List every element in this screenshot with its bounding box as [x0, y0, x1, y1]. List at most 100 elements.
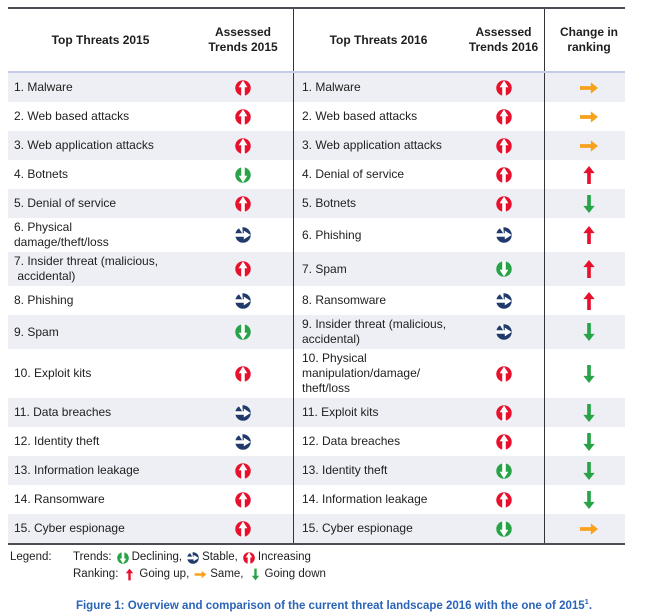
legend-trends-line: Trends: Declining, Stable, Increasing	[73, 549, 330, 566]
trend-increasing-icon	[496, 492, 512, 508]
trend-2016-cell	[463, 102, 544, 131]
ranking-down-icon	[249, 568, 262, 581]
legend-lines: Trends: Declining, Stable, Increasing Ranki…	[73, 549, 330, 583]
trend-2016-cell	[463, 398, 544, 427]
trend-declining-icon	[235, 324, 251, 340]
ranking-down-icon	[579, 432, 599, 452]
change-in-ranking-cell	[544, 102, 633, 131]
ranking-down-icon	[579, 490, 599, 510]
trend-declining-icon	[496, 521, 512, 537]
ranking-down-icon	[579, 461, 599, 481]
table-row: 2. Web based attacks 2. Web based attacks	[8, 102, 625, 131]
legend-label: Legend:	[10, 551, 52, 563]
figure-caption: Figure 1: Overview and comparison of the…	[0, 597, 668, 612]
ranking-down-icon	[579, 322, 599, 342]
threat-2015-label: 11. Data breaches	[14, 405, 112, 419]
trend-stable-icon	[235, 227, 251, 243]
trend-stable-icon	[496, 227, 512, 243]
trend-increasing-icon	[496, 167, 512, 183]
trend-increasing-icon	[496, 109, 512, 125]
trend-increasing-icon	[496, 196, 512, 212]
trend-increasing-icon	[235, 366, 251, 382]
threat-comparison-table: Top Threats 2015 Assessed Trends 2015 To…	[8, 7, 625, 545]
trend-stable-icon	[235, 405, 251, 421]
threat-2016-label: 4. Denial of service	[293, 160, 463, 189]
change-in-ranking-cell	[544, 315, 633, 349]
change-in-ranking-cell	[544, 398, 633, 427]
caption-superscript: 1	[584, 597, 589, 606]
trend-stable-icon	[235, 293, 251, 309]
trend-declining-icon	[496, 261, 512, 277]
legend-trend-item-label: Declining,	[131, 551, 183, 563]
threat-2016-label: 5. Botnets	[293, 189, 463, 218]
table-header-row: Top Threats 2015 Assessed Trends 2015 To…	[8, 9, 625, 73]
caption-text: Figure 1: Overview and comparison of the…	[75, 599, 585, 612]
ranking-down-icon	[579, 403, 599, 423]
trend-declining-icon	[117, 552, 129, 564]
threat-2015-label: 13. Information leakage	[14, 463, 140, 477]
legend-ranking-line: Ranking: Going up, Same, Going down	[73, 566, 330, 583]
threat-2015-label: 3. Web application attacks	[14, 138, 154, 152]
trend-stable-icon	[496, 293, 512, 309]
change-in-ranking-cell	[544, 286, 633, 315]
threat-2016-label: 3. Web application attacks	[293, 131, 463, 160]
change-in-ranking-cell	[544, 218, 633, 252]
table-row: 15. Cyber espionage 15. Cyber espionage	[8, 514, 625, 543]
trend-2016-cell	[463, 456, 544, 485]
change-in-ranking-cell	[544, 456, 633, 485]
change-in-ranking-cell	[544, 485, 633, 514]
trend-stable-icon	[235, 434, 251, 450]
threat-2016-label: 10. Physical manipulation/damage/ theft/…	[293, 349, 463, 398]
threat-2016-label: 14. Information leakage	[293, 485, 463, 514]
trend-2015-cell	[193, 315, 293, 349]
ranking-down-icon	[579, 194, 599, 214]
table-row: 5. Denial of service 5. Botnets	[8, 189, 625, 218]
change-in-ranking-cell	[544, 427, 633, 456]
ranking-up-icon	[579, 225, 599, 245]
legend-ranking-prefix: Ranking:	[73, 568, 119, 580]
threat-2016-label: 9. Insider threat (malicious, accidental…	[293, 315, 463, 349]
legend-ranking-item-label: Same,	[210, 568, 244, 580]
legend-ranking-item-label: Going down	[264, 568, 326, 580]
ranking-same-icon	[579, 107, 599, 127]
trend-2015-cell	[193, 514, 293, 543]
ranking-same-icon	[579, 136, 599, 156]
trend-2015-cell	[193, 218, 293, 252]
header-assessed-trends-2016: Assessed Trends 2016	[468, 25, 539, 54]
trend-increasing-icon	[496, 434, 512, 450]
change-in-ranking-cell	[544, 73, 633, 102]
change-in-ranking-cell	[544, 349, 633, 398]
trend-2015-cell	[193, 160, 293, 189]
trend-increasing-icon	[235, 109, 251, 125]
trend-2015-cell	[193, 102, 293, 131]
table-row: 7. Insider threat (malicious, accidental…	[8, 252, 625, 286]
trend-2016-cell	[463, 252, 544, 286]
table-row: 9. Spam 9. Insider threat (malicious, acc…	[8, 315, 625, 349]
legend-ranking-item-label: Going up,	[139, 568, 190, 580]
trend-declining-icon	[235, 167, 251, 183]
change-in-ranking-cell	[544, 131, 633, 160]
threat-2015-label: 7. Insider threat (malicious, accidental…	[14, 254, 159, 283]
table-row: 4. Botnets 4. Denial of service	[8, 160, 625, 189]
trend-2016-cell	[463, 315, 544, 349]
threat-2015-label: 12. Identity theft	[14, 434, 100, 448]
ranking-up-icon	[579, 291, 599, 311]
trend-2015-cell	[193, 427, 293, 456]
threat-2015-label: 1. Malware	[14, 80, 73, 94]
caption-period: .	[588, 599, 593, 612]
table-row: 13. Information leakage 13. Identity thef…	[8, 456, 625, 485]
threat-2015-label: 2. Web based attacks	[14, 109, 130, 123]
trend-increasing-icon	[235, 261, 251, 277]
table-row: 1. Malware 1. Malware	[8, 73, 625, 102]
threat-2016-label: 12. Data breaches	[293, 427, 463, 456]
trend-increasing-icon	[243, 552, 255, 564]
trend-2016-cell	[463, 160, 544, 189]
table-row: 10. Exploit kits 10. Physical manipulatio…	[8, 349, 625, 398]
trend-2015-cell	[193, 189, 293, 218]
table-rows: 1. Malware 1. Malware 2. Web based attacks…	[8, 73, 625, 543]
trend-2015-cell	[193, 485, 293, 514]
change-in-ranking-cell	[544, 189, 633, 218]
threat-2016-label: 11. Exploit kits	[293, 398, 463, 427]
threat-2015-label: 6. Physical damage/theft/loss	[14, 220, 109, 249]
